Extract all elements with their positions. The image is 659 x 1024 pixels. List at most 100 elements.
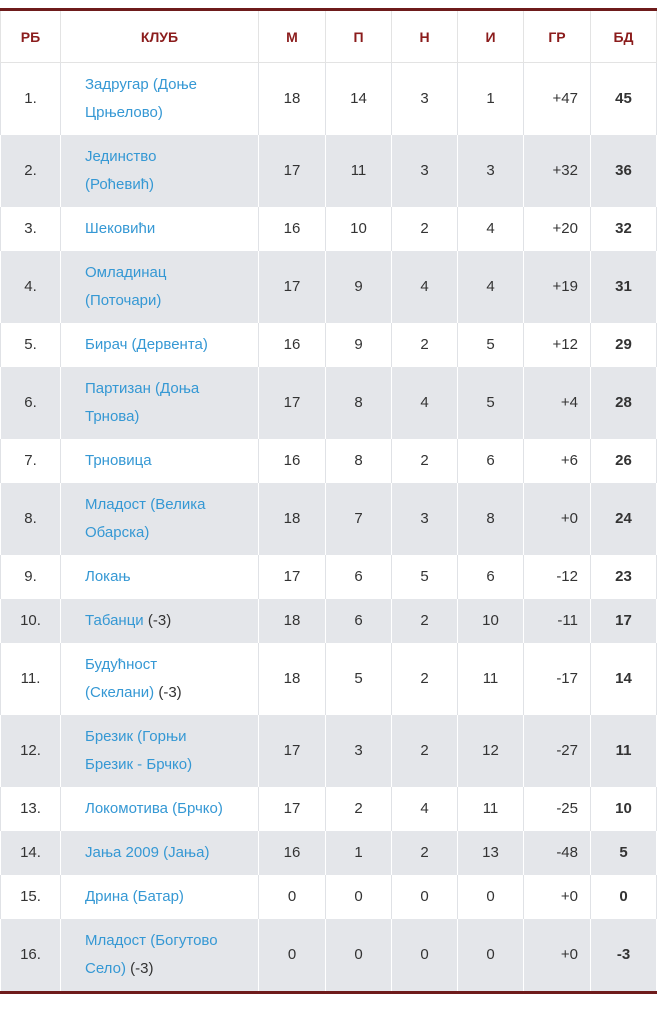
gd-cell: -48 [523, 831, 591, 875]
table-row: 2. Јединство (Роћевић) 17 11 3 3 +32 36 [0, 135, 657, 207]
club-link[interactable]: Будућност (Скелани) [85, 656, 158, 701]
standings: РБ КЛУБ М П Н И ГР БД 1. Задругар (Доње Црњелово… [0, 8, 657, 994]
won-cell: 1 [325, 831, 392, 875]
table-row: 8. Младост (Велика Обарска) 18 7 3 8 +0 24 [0, 483, 657, 555]
club-cell: Јединство (Роћевић) [60, 135, 259, 207]
table-row: 7. Трновица 16 8 2 6 +6 26 [0, 439, 657, 483]
point-penalty: (-3) [147, 612, 172, 629]
gd-cell: +12 [523, 323, 591, 367]
table-row: 4. Омладинац (Поточари) 17 9 4 4 +19 31 [0, 251, 657, 323]
club-link[interactable]: Бирач (Дервента) [85, 336, 208, 353]
drawn-cell: 4 [391, 787, 458, 831]
lost-cell: 13 [457, 831, 524, 875]
club-link[interactable]: Дрина (Батар) [85, 888, 184, 905]
rank-cell: 13. [0, 787, 61, 831]
won-cell: 0 [325, 919, 392, 993]
table-row: 11. Будућност (Скелани) (-3) 18 5 2 11 -17 14 [0, 643, 657, 715]
club-cell: Јања 2009 (Јања) [60, 831, 259, 875]
club-link[interactable]: Трновица [85, 452, 152, 469]
played-cell: 16 [258, 439, 326, 483]
gd-cell: +4 [523, 367, 591, 439]
rank-cell: 5. [0, 323, 61, 367]
won-cell: 9 [325, 323, 392, 367]
club-link[interactable]: Брезик (Горњи Брезик - Брчко) [85, 728, 193, 773]
club-cell: Младост (Велика Обарска) [60, 483, 259, 555]
pts-cell: 36 [590, 135, 657, 207]
pts-cell: 31 [590, 251, 657, 323]
drawn-cell: 3 [391, 483, 458, 555]
gd-cell: +47 [523, 62, 591, 135]
played-cell: 17 [258, 135, 326, 207]
played-cell: 18 [258, 599, 326, 643]
rank-cell: 15. [0, 875, 61, 919]
won-cell: 9 [325, 251, 392, 323]
club-link[interactable]: Локомотива (Брчко) [85, 800, 223, 817]
won-cell: 0 [325, 875, 392, 919]
club-cell: Локомотива (Брчко) [60, 787, 259, 831]
club-link[interactable]: Локањ [85, 568, 131, 585]
pts-cell: -3 [590, 919, 657, 993]
gd-cell: +20 [523, 207, 591, 251]
rank-cell: 2. [0, 135, 61, 207]
rank-cell: 3. [0, 207, 61, 251]
played-cell: 0 [258, 875, 326, 919]
club-link[interactable]: Младост (Велика Обарска) [85, 496, 206, 541]
rank-cell: 8. [0, 483, 61, 555]
drawn-cell: 0 [391, 875, 458, 919]
gd-cell: +19 [523, 251, 591, 323]
lost-cell: 1 [457, 62, 524, 135]
club-link[interactable]: Омладинац (Поточари) [85, 264, 167, 309]
table-row: 13. Локомотива (Брчко) 17 2 4 11 -25 10 [0, 787, 657, 831]
played-cell: 16 [258, 831, 326, 875]
lost-cell: 5 [457, 367, 524, 439]
drawn-cell: 3 [391, 135, 458, 207]
played-cell: 17 [258, 555, 326, 599]
won-cell: 6 [325, 599, 392, 643]
pts-cell: 29 [590, 323, 657, 367]
club-cell: Будућност (Скелани) (-3) [60, 643, 259, 715]
club-link[interactable]: Јединство (Роћевић) [85, 148, 157, 193]
club-link[interactable]: Јања 2009 (Јања) [85, 844, 210, 861]
rank-cell: 7. [0, 439, 61, 483]
club-link[interactable]: Младост (Богутово Село) [85, 932, 218, 977]
drawn-cell: 2 [391, 207, 458, 251]
column-header: РБ [0, 9, 61, 63]
played-cell: 18 [258, 643, 326, 715]
gd-cell: +6 [523, 439, 591, 483]
rank-cell: 11. [0, 643, 61, 715]
table-row: 10. Табанци (-3) 18 6 2 10 -11 17 [0, 599, 657, 643]
lost-cell: 11 [457, 643, 524, 715]
column-header: ГР [523, 9, 591, 63]
table-row: 12. Брезик (Горњи Брезик - Брчко) 17 3 2 12 -2… [0, 715, 657, 787]
rank-cell: 10. [0, 599, 61, 643]
drawn-cell: 2 [391, 831, 458, 875]
gd-cell: +0 [523, 875, 591, 919]
club-link[interactable]: Шековићи [85, 220, 156, 237]
table-row: 6. Партизан (Доња Трнова) 17 8 4 5 +4 28 [0, 367, 657, 439]
won-cell: 10 [325, 207, 392, 251]
table-row: 16. Младост (Богутово Село) (-3) 0 0 0 0 +0 -3 [0, 919, 657, 993]
drawn-cell: 3 [391, 62, 458, 135]
pts-cell: 5 [590, 831, 657, 875]
club-link[interactable]: Табанци [85, 612, 144, 629]
club-cell: Дрина (Батар) [60, 875, 259, 919]
gd-cell: +32 [523, 135, 591, 207]
club-cell: Задругар (Доње Црњелово) [60, 62, 259, 135]
club-cell: Бирач (Дервента) [60, 323, 259, 367]
club-link[interactable]: Задругар (Доње Црњелово) [85, 76, 198, 121]
gd-cell: +0 [523, 483, 591, 555]
pts-cell: 11 [590, 715, 657, 787]
club-cell: Брезик (Горњи Брезик - Брчко) [60, 715, 259, 787]
club-cell: Младост (Богутово Село) (-3) [60, 919, 259, 993]
header-row: РБ КЛУБ М П Н И ГР БД [0, 9, 657, 63]
club-link[interactable]: Партизан (Доња Трнова) [85, 380, 200, 425]
club-cell: Шековићи [60, 207, 259, 251]
table-row: 1. Задругар (Доње Црњелово) 18 14 3 1 +47 45 [0, 62, 657, 135]
table-row: 5. Бирач (Дервента) 16 9 2 5 +12 29 [0, 323, 657, 367]
rank-cell: 16. [0, 919, 61, 993]
rank-cell: 9. [0, 555, 61, 599]
played-cell: 18 [258, 62, 326, 135]
gd-cell: -11 [523, 599, 591, 643]
lost-cell: 12 [457, 715, 524, 787]
